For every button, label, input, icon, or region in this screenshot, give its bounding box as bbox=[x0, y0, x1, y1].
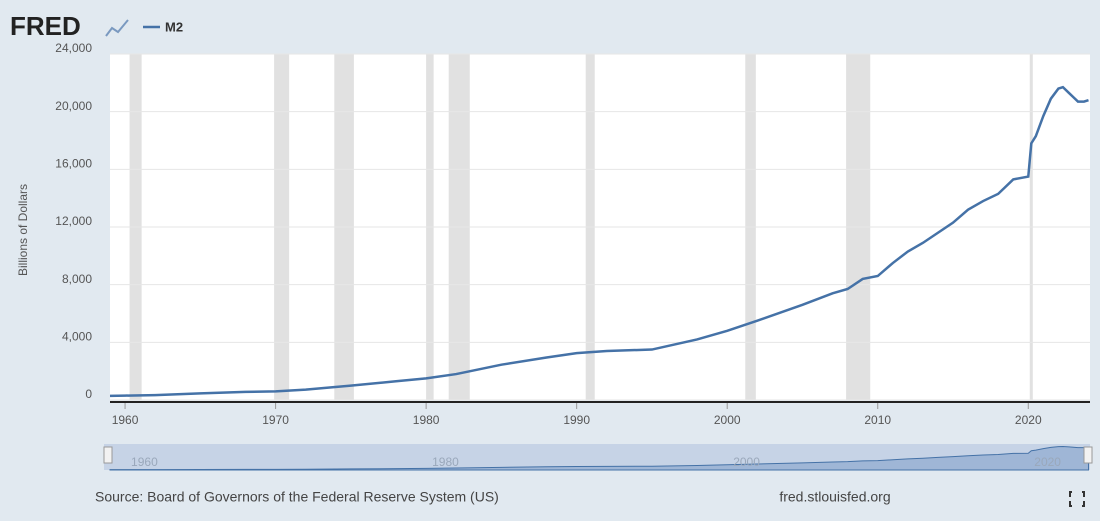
navigator-tick-label: 1960 bbox=[131, 455, 158, 469]
navigator-tick-label: 2020 bbox=[1034, 455, 1061, 469]
series-line bbox=[109, 85, 1089, 398]
y-tick-label: 8,000 bbox=[62, 272, 92, 286]
navigator-handle[interactable] bbox=[103, 446, 113, 464]
x-tick-label: 1990 bbox=[563, 413, 590, 427]
x-tick-label: 2020 bbox=[1015, 413, 1042, 427]
navigator-tick-label: 2000 bbox=[733, 455, 760, 469]
fullscreen-icon[interactable] bbox=[1069, 491, 1085, 507]
site-link[interactable]: fred.stlouisfed.org bbox=[779, 489, 890, 505]
y-tick-label: 4,000 bbox=[62, 330, 92, 344]
y-axis-label: Billions of Dollars bbox=[16, 184, 30, 276]
y-tick-label: 12,000 bbox=[55, 214, 92, 228]
y-tick-label: 0 bbox=[85, 387, 92, 401]
y-tick-label: 24,000 bbox=[55, 41, 92, 55]
navigator-area bbox=[109, 445, 1089, 471]
x-tick-label: 1970 bbox=[262, 413, 289, 427]
navigator-handle[interactable] bbox=[1083, 446, 1093, 464]
y-tick-label: 20,000 bbox=[55, 99, 92, 113]
x-tick-label: 1960 bbox=[112, 413, 139, 427]
plot-layer: 0 4,000 8,000 12,000 16,000 20,000 24,000 1960 1… bbox=[55, 41, 1093, 471]
x-tick-label: 2010 bbox=[864, 413, 891, 427]
y-tick-label: 16,000 bbox=[55, 157, 92, 171]
brand-logo[interactable]: FRED bbox=[10, 11, 81, 41]
source: Source: Board of Governors of the Federa… bbox=[95, 489, 499, 505]
logo-icon bbox=[105, 19, 129, 37]
x-tick-label: 1980 bbox=[413, 413, 440, 427]
legend-label[interactable]: M2 bbox=[165, 19, 183, 34]
navigator-tick-label: 1980 bbox=[432, 455, 459, 469]
x-tick-label: 2000 bbox=[714, 413, 741, 427]
